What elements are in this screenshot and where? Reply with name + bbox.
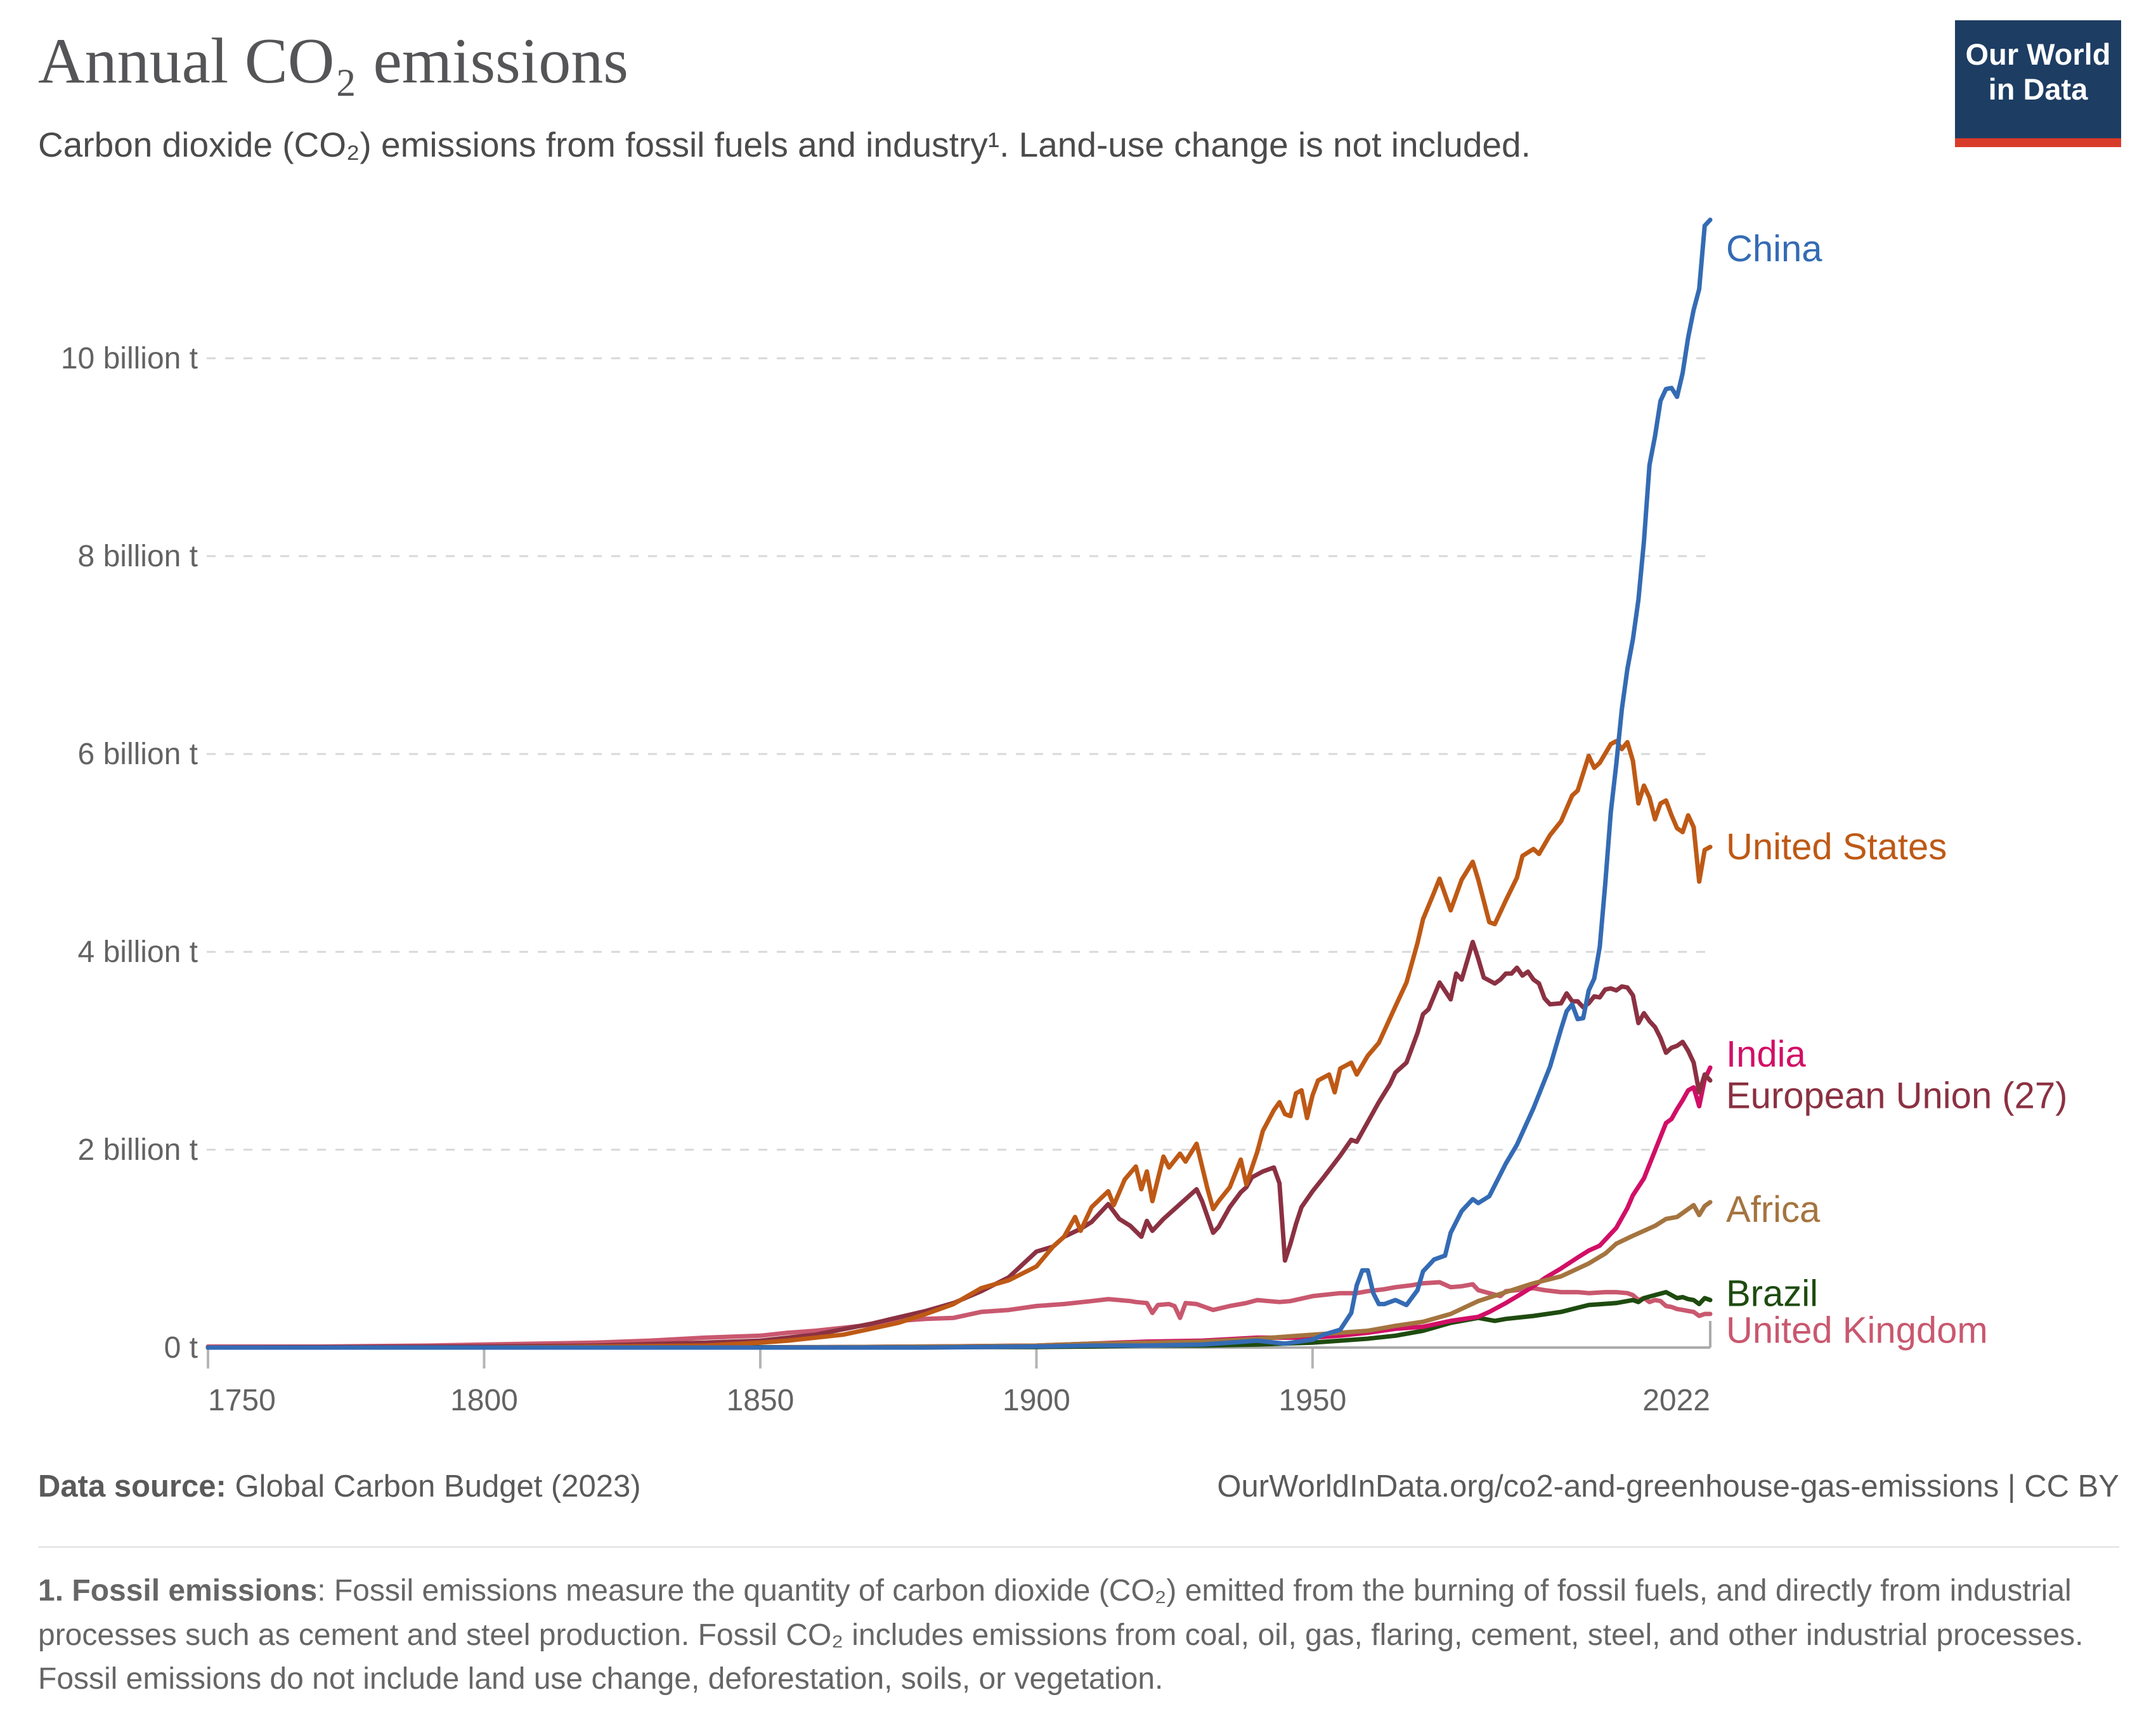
x-tick-label: 1900 — [1003, 1384, 1070, 1417]
series-line-united-states[interactable] — [205, 739, 1713, 1350]
y-tick-label: 0 t — [164, 1331, 198, 1365]
series-line-india[interactable] — [205, 1065, 1713, 1350]
series-label-european-union-27[interactable]: European Union (27) — [1726, 1075, 2067, 1116]
series-label-africa[interactable]: Africa — [1726, 1189, 1821, 1230]
series-line-africa[interactable] — [205, 1200, 1713, 1350]
series-label-united-states[interactable]: United States — [1726, 826, 1947, 868]
series-label-brazil[interactable]: Brazil — [1726, 1273, 1818, 1315]
owid-logo[interactable]: Our World in Data — [1955, 20, 2121, 147]
series-line-brazil[interactable] — [205, 1290, 1713, 1350]
y-tick-label: 4 billion t — [78, 935, 198, 969]
owid-logo-line1: Our World — [1965, 37, 2111, 71]
x-tick-label: 1950 — [1279, 1384, 1347, 1417]
y-tick-label: 8 billion t — [78, 540, 198, 573]
page-title: Annual CO₂ emissions — [38, 25, 628, 97]
owid-logo-line2: in Data — [1988, 72, 2088, 107]
y-tick-label: 2 billion t — [78, 1133, 198, 1167]
y-tick-label: 6 billion t — [78, 738, 198, 771]
footnote-rest: : Fossil emissions measure the quantity … — [38, 1574, 2084, 1696]
y-tick-label: 10 billion t — [61, 342, 198, 375]
footer-divider — [38, 1546, 2119, 1548]
x-tick-label: 1850 — [727, 1384, 795, 1417]
owid-link[interactable]: OurWorldInData.org/co2-and-greenhouse-ga… — [1217, 1469, 2119, 1504]
x-tick-label: 2022 — [1642, 1384, 1710, 1417]
data-source-note: Data source: Global Carbon Budget (2023) — [38, 1469, 641, 1504]
footnote: 1. Fossil emissions: Fossil emissions me… — [38, 1569, 2112, 1701]
data-source-label: Data source: — [38, 1469, 226, 1504]
series-label-china[interactable]: China — [1726, 228, 1822, 270]
footnote-lead: 1. Fossil emissions — [38, 1574, 318, 1608]
series-line-european-union-27[interactable] — [205, 939, 1713, 1350]
series-label-india[interactable]: India — [1726, 1034, 1807, 1075]
data-source-value: Global Carbon Budget (2023) — [226, 1469, 641, 1504]
chart-subtitle: Carbon dioxide (CO₂) emissions from foss… — [38, 125, 1531, 164]
series-label-united-kingdom[interactable]: United Kingdom — [1726, 1310, 1988, 1351]
series-line-china[interactable] — [205, 218, 1713, 1350]
x-tick-label: 1800 — [450, 1384, 518, 1417]
x-tick-label: 1750 — [208, 1384, 276, 1417]
